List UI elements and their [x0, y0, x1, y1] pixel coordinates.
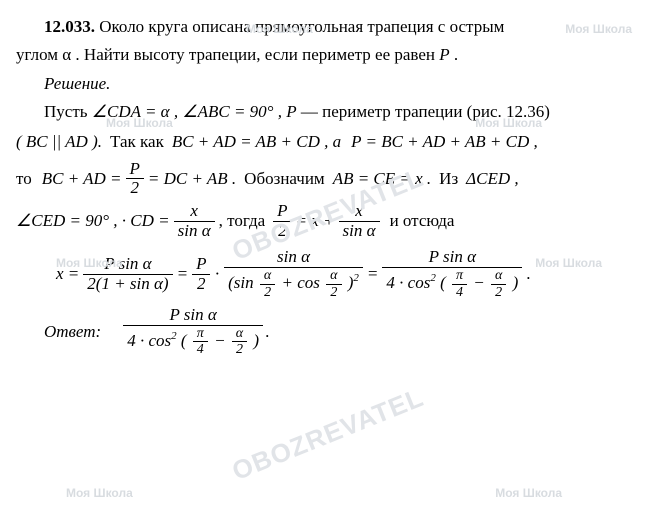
math: AB = CE = x . — [333, 166, 431, 192]
denominator: 2 — [274, 222, 291, 241]
document-page: { "problem": { "number": "12.033.", "tex… — [16, 14, 652, 357]
math: P — [286, 102, 296, 121]
math: P = BC + AD + AB + CD , — [351, 129, 538, 155]
math: ΔCED , — [466, 166, 518, 192]
text: Так как — [110, 129, 164, 155]
math: = — [367, 261, 378, 287]
denominator: 4 · cos2 ( π4 − α2 ) — [382, 268, 522, 300]
math: ( BC || AD ). — [16, 129, 102, 155]
text: . — [265, 319, 269, 345]
numerator: sin α — [273, 248, 314, 267]
answer-fraction: P sin α 4 · cos2 ( π4 − α2 ) — [123, 306, 263, 357]
numerator: P sin α — [425, 248, 480, 267]
math: BC + AD = — [42, 166, 122, 192]
numerator: P — [126, 160, 144, 179]
fraction: x sin α — [339, 202, 380, 240]
fraction: α2 — [491, 268, 506, 300]
solution-line-1: Пусть ∠CDA = α , ∠ABC = 90° , P — периме… — [16, 99, 652, 125]
text: — периметр трапеции (рис. 12.36) — [301, 102, 550, 121]
denominator: 2 — [193, 275, 210, 294]
text: и отсюда — [390, 208, 455, 234]
problem-number: 12.033. — [44, 17, 95, 36]
problem-perimeter: P — [439, 45, 449, 64]
denominator: 2(1 + sin α) — [83, 275, 172, 294]
math: = DC + AB . — [148, 166, 236, 192]
math: ∠CED = 90° , · CD = — [16, 208, 170, 234]
text: Из — [439, 166, 458, 192]
denominator: 2 — [126, 179, 143, 198]
math: · — [214, 261, 220, 287]
text: то — [16, 166, 32, 192]
problem-statement: 12.033. Около круга описана прямоугольна… — [16, 14, 652, 40]
solution-label: Решение. — [16, 71, 652, 97]
problem-text-b: углом α . Найти высоту трапеции, если пе… — [16, 45, 435, 64]
denominator: sin α — [174, 222, 215, 241]
numerator: P sin α — [100, 255, 155, 274]
numerator: P — [192, 255, 210, 274]
solution-line-3: то BC + AD = P 2 = DC + AB . Обозначим A… — [16, 160, 652, 198]
denominator: 4 · cos2 ( π4 − α2 ) — [123, 326, 263, 358]
numerator: x — [351, 202, 367, 221]
watermark-small: Моя Школа — [66, 484, 133, 503]
problem-dot: . — [454, 45, 458, 64]
numerator: P — [273, 202, 291, 221]
math: ∠ABC = 90° , — [182, 102, 282, 121]
fraction: α2 — [232, 326, 247, 358]
fraction: α2 — [260, 268, 275, 300]
text: , тогда — [219, 208, 266, 234]
text: . — [526, 261, 530, 287]
fraction: π4 — [193, 326, 208, 358]
math: x = — [56, 261, 79, 287]
fraction: P sin α 2(1 + sin α) — [83, 255, 172, 293]
watermark-small: Моя Школа — [495, 484, 562, 503]
fraction: P 2 — [126, 160, 144, 198]
solution-line-2: ( BC || AD ). Так как BC + AD = AB + CD … — [16, 129, 652, 155]
math: ∠CDA = α , — [92, 102, 178, 121]
watermark-big: OBOZREVATEL — [226, 377, 430, 491]
numerator: x — [186, 202, 202, 221]
problem-statement-2: углом α . Найти высоту трапеции, если пе… — [16, 42, 652, 68]
math: = — [177, 261, 188, 287]
fraction: P sin α 4 · cos2 ( π4 − α2 ) — [382, 248, 522, 299]
numerator: P sin α — [165, 306, 220, 325]
answer-row: Ответ: P sin α 4 · cos2 ( π4 − α2 ) . — [16, 306, 652, 357]
solution-line-5: x = P sin α 2(1 + sin α) = P 2 · sin α (… — [56, 248, 652, 299]
fraction: α2 — [326, 268, 341, 300]
denominator: (sin α2 + cos α2 )2 — [224, 268, 363, 300]
fraction: x sin α — [174, 202, 215, 240]
denominator: sin α — [339, 222, 380, 241]
problem-text-a: Около круга описана прямоугольная трапец… — [99, 17, 504, 36]
fraction: π4 — [452, 268, 467, 300]
math: BC + AD = AB + CD , а — [172, 129, 341, 155]
text: Пусть — [44, 102, 88, 121]
math: = x + — [296, 208, 335, 234]
text: Обозначим — [244, 166, 325, 192]
solution-line-4: ∠CED = 90° , · CD = x sin α , тогда P 2 … — [16, 202, 652, 240]
answer-label: Ответ: — [44, 319, 101, 345]
fraction: P 2 — [192, 255, 210, 293]
fraction: P 2 — [273, 202, 291, 240]
fraction: sin α (sin α2 + cos α2 )2 — [224, 248, 363, 299]
